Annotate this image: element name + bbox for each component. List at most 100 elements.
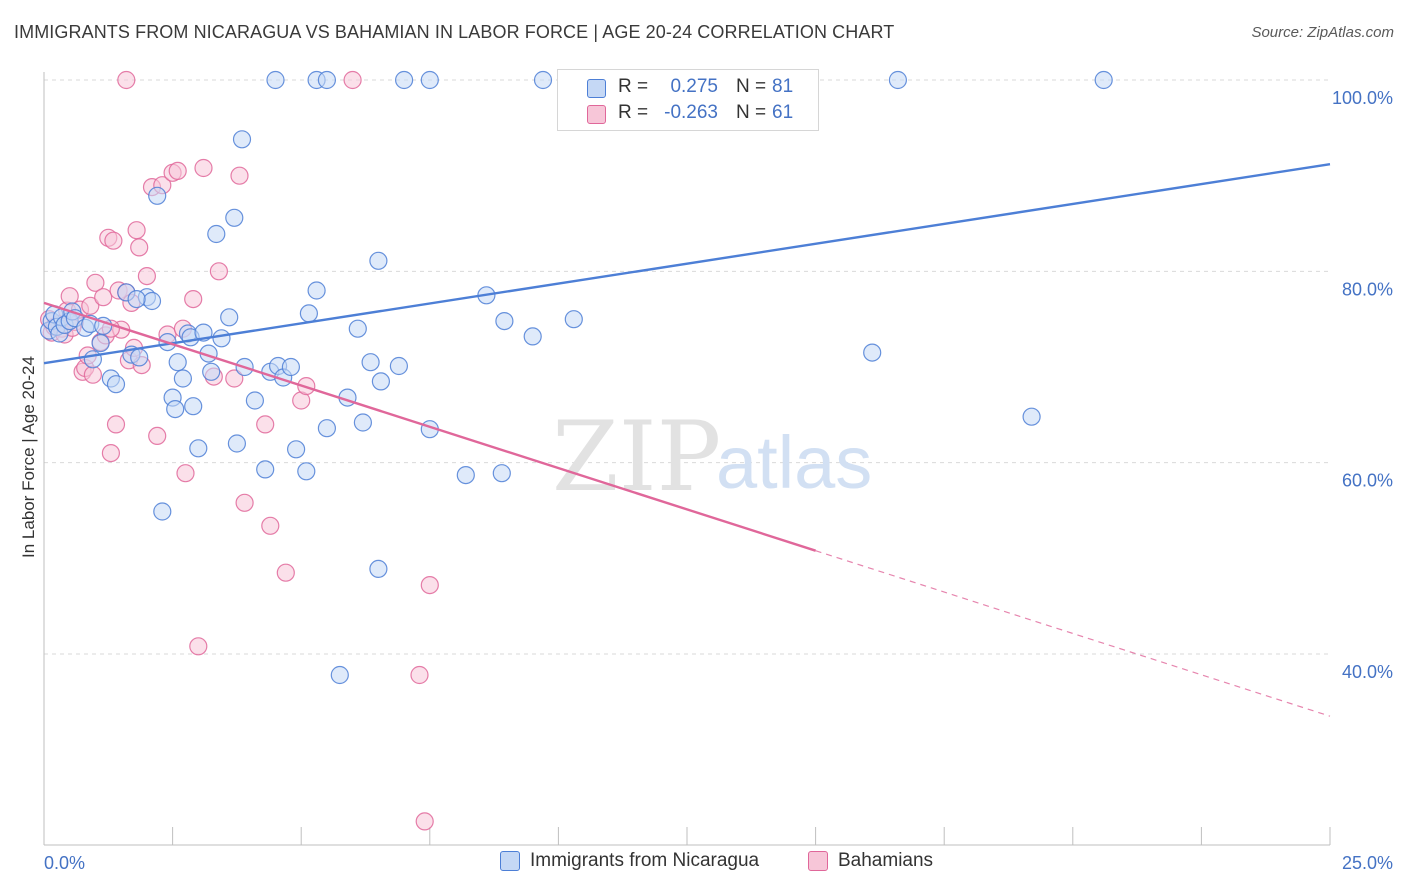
point-bahamians[interactable] — [176, 464, 195, 483]
point-nicaragua[interactable] — [153, 502, 172, 521]
point-nicaragua[interactable] — [533, 70, 553, 90]
point-bahamians[interactable] — [420, 575, 439, 595]
point-nicaragua[interactable] — [299, 304, 318, 323]
r-label: R = — [618, 102, 649, 123]
point-nicaragua[interactable] — [287, 440, 306, 459]
point-nicaragua[interactable] — [420, 70, 439, 90]
point-nicaragua[interactable] — [91, 334, 110, 353]
point-nicaragua[interactable] — [317, 70, 336, 90]
point-bahamians[interactable] — [94, 288, 113, 307]
watermark-atlas: atlas — [716, 421, 872, 504]
point-nicaragua[interactable] — [232, 130, 252, 149]
point-nicaragua[interactable] — [317, 419, 336, 438]
point-bahamians[interactable] — [86, 273, 105, 292]
point-nicaragua[interactable] — [369, 251, 388, 270]
trend-layer — [43, 163, 1331, 717]
r-value: -0.263 — [664, 102, 718, 123]
point-nicaragua[interactable] — [184, 397, 203, 416]
point-nicaragua[interactable] — [256, 460, 275, 479]
point-nicaragua[interactable] — [189, 439, 208, 458]
point-bahamians[interactable] — [410, 665, 429, 685]
point-nicaragua[interactable] — [148, 186, 167, 205]
point-nicaragua[interactable] — [456, 466, 475, 485]
point-nicaragua[interactable] — [371, 372, 390, 391]
bottom-legend: Immigrants from Nicaragua Bahamians — [0, 850, 1406, 880]
y-tick-label: 80.0% — [1342, 279, 1393, 299]
point-bahamians[interactable] — [148, 426, 167, 445]
point-nicaragua[interactable] — [166, 400, 185, 419]
point-nicaragua[interactable] — [395, 70, 414, 90]
point-nicaragua[interactable] — [173, 369, 192, 388]
x-tick-label: 25.0% — [1342, 853, 1393, 873]
point-bahamians[interactable] — [101, 444, 121, 463]
point-bahamians[interactable] — [261, 516, 280, 535]
point-nicaragua[interactable] — [564, 310, 583, 329]
point-nicaragua[interactable] — [307, 281, 326, 300]
n-value: 61 — [772, 102, 794, 123]
point-bahamians[interactable] — [81, 296, 100, 315]
point-bahamians[interactable] — [209, 262, 228, 281]
point-nicaragua[interactable] — [207, 224, 226, 244]
point-nicaragua[interactable] — [212, 329, 231, 348]
point-bahamians[interactable] — [194, 158, 213, 178]
point-bahamians[interactable] — [230, 166, 249, 185]
point-nicaragua[interactable] — [1094, 70, 1113, 90]
point-nicaragua[interactable] — [130, 348, 149, 367]
point-nicaragua[interactable] — [1022, 407, 1041, 426]
point-bahamians[interactable] — [104, 231, 123, 250]
y-tick-label: 60.0% — [1342, 471, 1393, 491]
point-nicaragua[interactable] — [369, 559, 388, 579]
point-nicaragua[interactable] — [492, 464, 511, 483]
axes-layer — [43, 72, 1331, 846]
point-bahamians[interactable] — [189, 637, 208, 656]
point-bahamians[interactable] — [106, 415, 126, 434]
point-nicaragua[interactable] — [523, 327, 542, 346]
point-nicaragua[interactable] — [266, 70, 285, 90]
point-bahamians[interactable] — [235, 493, 254, 512]
point-bahamians[interactable] — [127, 221, 146, 240]
point-bahamians[interactable] — [117, 70, 136, 90]
point-nicaragua[interactable] — [495, 312, 514, 331]
point-bahamians[interactable] — [184, 290, 203, 309]
point-nicaragua[interactable] — [348, 319, 367, 338]
point-nicaragua[interactable] — [127, 290, 146, 309]
point-bahamians[interactable] — [276, 563, 295, 582]
legend-item-nicaragua[interactable]: Immigrants from Nicaragua — [500, 850, 759, 872]
point-nicaragua[interactable] — [361, 353, 380, 372]
point-nicaragua[interactable] — [330, 665, 349, 685]
point-nicaragua[interactable] — [202, 362, 221, 381]
point-nicaragua[interactable] — [142, 291, 162, 311]
point-nicaragua[interactable] — [225, 208, 244, 227]
point-nicaragua[interactable] — [888, 70, 908, 90]
point-bahamians[interactable] — [225, 369, 244, 388]
point-nicaragua[interactable] — [389, 356, 408, 376]
point-nicaragua[interactable] — [863, 343, 882, 362]
point-bahamians[interactable] — [168, 161, 187, 180]
point-nicaragua[interactable] — [297, 462, 316, 481]
point-nicaragua[interactable] — [106, 375, 126, 394]
y-axis-label: In Labor Force | Age 20-24 — [19, 356, 38, 558]
point-bahamians[interactable] — [415, 812, 434, 831]
n-label: N = — [736, 102, 767, 123]
watermark: ZIP atlas — [552, 401, 872, 513]
point-bahamians[interactable] — [83, 365, 103, 384]
point-nicaragua[interactable] — [353, 413, 372, 432]
trendline-nicaragua — [43, 163, 1331, 365]
stats-row-bahamians: R = -0.263 N = 61 — [558, 101, 818, 127]
point-bahamians[interactable] — [130, 238, 149, 257]
point-bahamians[interactable] — [343, 70, 362, 90]
point-nicaragua[interactable] — [245, 391, 264, 410]
point-bahamians[interactable] — [256, 415, 275, 434]
legend-label: Immigrants from Nicaragua — [530, 850, 760, 871]
point-nicaragua[interactable] — [83, 350, 103, 369]
y-tick-label: 40.0% — [1342, 662, 1393, 682]
point-nicaragua[interactable] — [281, 357, 300, 377]
point-nicaragua[interactable] — [220, 308, 239, 327]
point-nicaragua[interactable] — [227, 434, 246, 453]
y-tick-label: 100.0% — [1332, 88, 1393, 108]
legend-item-bahamians[interactable]: Bahamians — [808, 850, 933, 872]
point-nicaragua[interactable] — [168, 353, 187, 372]
n-label: N = — [736, 76, 767, 97]
point-bahamians[interactable] — [137, 267, 156, 286]
